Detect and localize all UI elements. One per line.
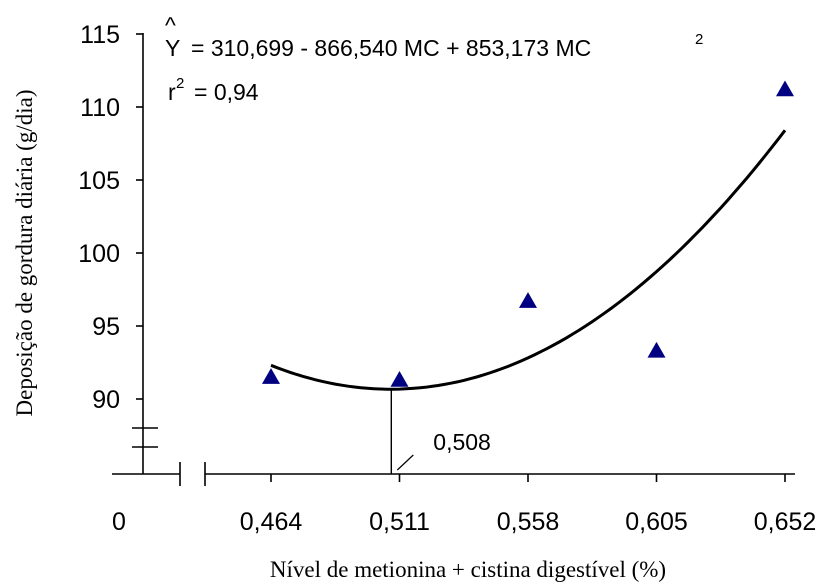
- x-tick-label: 0,652: [754, 508, 817, 536]
- y-tick-label: 90: [92, 386, 120, 414]
- data-point: [776, 80, 794, 97]
- data-point: [262, 368, 280, 384]
- y-tick-label: 110: [80, 94, 120, 122]
- data-point: [647, 341, 666, 358]
- fitted-curve: [270, 129, 787, 391]
- x-axis-label: Nível de metionina + cistina digestível …: [270, 557, 666, 582]
- x-tick-label: 0,605: [625, 508, 688, 536]
- x-tick-label: 0: [112, 508, 126, 536]
- data-point: [519, 292, 537, 308]
- equation-yhat: Y: [165, 35, 180, 61]
- optimum-leader-line: [396, 454, 414, 471]
- y-tick-label: 105: [78, 167, 120, 195]
- equation-text: = 310,699 - 866,540 MC + 853,173 MC: [191, 35, 591, 61]
- data-point: [390, 371, 409, 387]
- r2-value: = 0,94: [194, 79, 259, 105]
- x-tick-label: 0,558: [497, 508, 560, 536]
- x-tick-label: 0,464: [240, 508, 303, 536]
- y-tick-label: 100: [78, 240, 120, 268]
- x-tick-label: 0,511: [369, 508, 430, 536]
- optimum-label: 0,508: [433, 429, 491, 455]
- y-tick-label: 95: [92, 313, 120, 341]
- y-tick-label: 115: [80, 21, 120, 49]
- r2-r: r: [168, 79, 176, 105]
- equation-exponent: 2: [695, 31, 703, 48]
- equation-hat: ^: [165, 12, 176, 38]
- r2-exponent: 2: [176, 75, 184, 92]
- y-axis-label: Deposição de gordura diária (g/dia): [12, 90, 37, 417]
